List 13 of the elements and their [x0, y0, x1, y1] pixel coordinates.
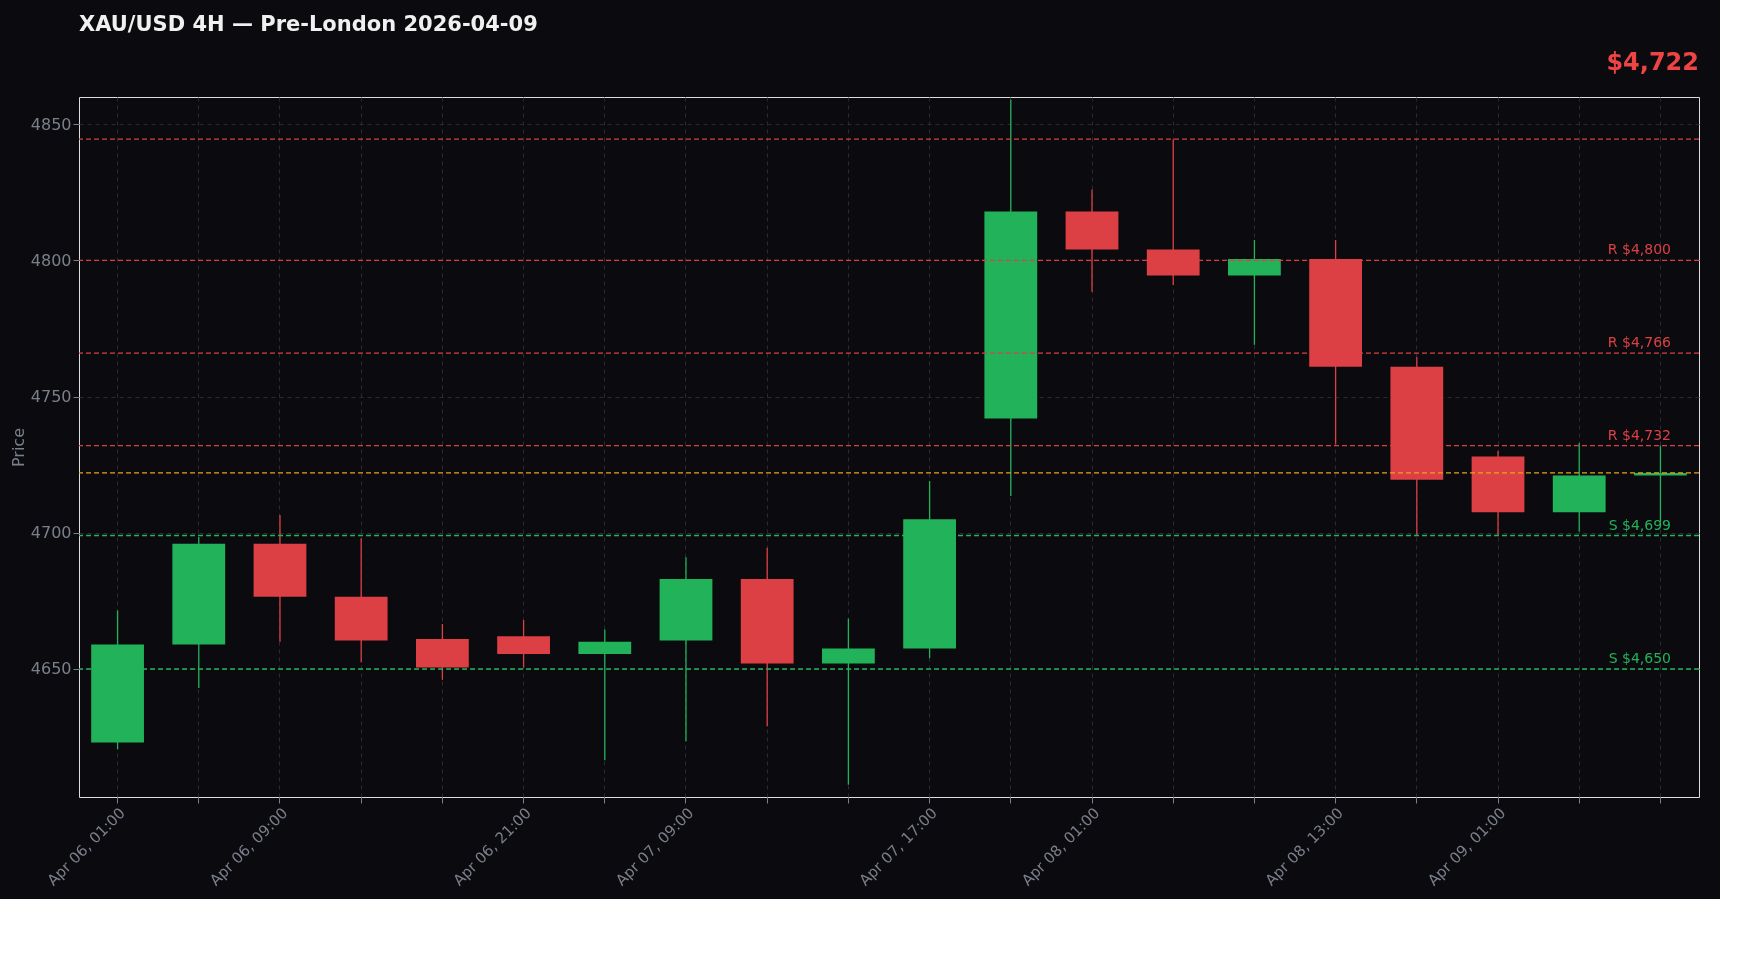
ref-line-label: R $4,732: [1607, 426, 1671, 443]
ref-line-label: R $4,800: [1607, 241, 1671, 258]
y-axis-title: Price: [8, 427, 28, 468]
y-tick-label: 4800: [30, 250, 72, 270]
chart-title: XAU/USD 4H — Pre-London 2026-04-09: [79, 12, 538, 36]
text: $4,722: [1606, 48, 1699, 76]
y-tick-label: 4700: [30, 523, 72, 543]
ref-line-label: R $4,766: [1607, 334, 1672, 351]
ref-line-label: S $4,650: [1608, 649, 1671, 666]
ref-line-label: S $4,699: [1608, 516, 1671, 533]
y-tick-label: 4750: [30, 387, 72, 407]
y-tick-label: 4850: [30, 114, 72, 134]
y-tick-label: 4650: [30, 659, 72, 679]
